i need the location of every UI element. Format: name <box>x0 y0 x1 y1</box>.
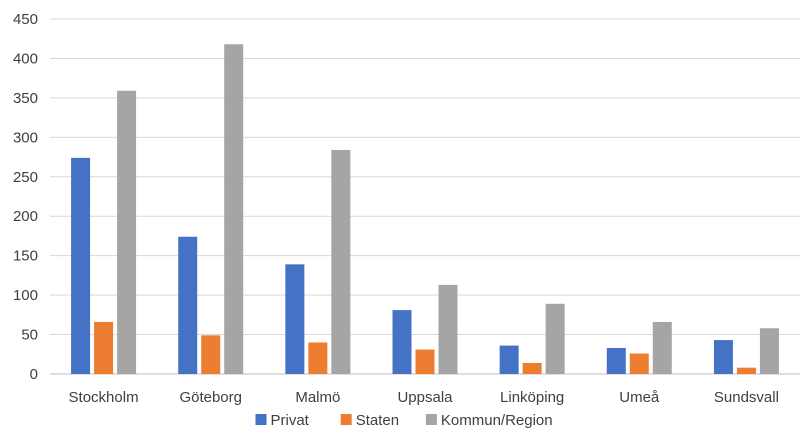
legend: Privat Staten Kommun/Region <box>255 412 553 429</box>
x-category-label: Stockholm <box>69 389 139 406</box>
bar-privat-0 <box>71 157 91 374</box>
x-category-label: Linköping <box>500 389 564 406</box>
bar-privat-2 <box>285 264 305 374</box>
y-tick-label: 300 <box>13 129 38 146</box>
y-axis-ticks: 0 50 100 150 200 250 300 350 400 450 <box>13 11 38 383</box>
y-tick-label: 200 <box>13 208 38 225</box>
bar-privat-6 <box>713 340 733 374</box>
y-tick-label: 400 <box>13 50 38 67</box>
bar-kommun-region-6 <box>759 328 779 374</box>
bar-kommun-region-0 <box>117 90 137 375</box>
bar-staten-6 <box>736 367 756 374</box>
x-category-label: Uppsala <box>397 389 453 406</box>
bar-privat-5 <box>606 347 626 374</box>
y-tick-label: 450 <box>13 11 38 28</box>
x-axis-labels: Stockholm Göteborg Malmö Uppsala Linköping Um… <box>69 389 779 406</box>
y-tick-label: 250 <box>13 169 38 186</box>
x-category-label: Sundsvall <box>714 389 779 406</box>
x-category-label: Umeå <box>619 389 660 406</box>
bar-staten-3 <box>415 349 435 374</box>
bar-staten-4 <box>522 362 542 374</box>
bar-staten-5 <box>629 353 649 374</box>
bar-staten-0 <box>94 321 114 374</box>
bar-staten-1 <box>201 335 221 374</box>
legend-label: Kommun/Region <box>441 412 553 429</box>
x-category-label: Malmö <box>295 389 340 406</box>
bar-kommun-region-4 <box>545 303 565 374</box>
y-tick-label: 100 <box>13 287 38 304</box>
bar-kommun-region-2 <box>331 149 351 374</box>
bar-privat-3 <box>392 310 412 374</box>
gridlines <box>50 18 800 375</box>
legend-swatch <box>425 414 437 425</box>
bar-kommun-region-5 <box>652 321 672 374</box>
bars-group <box>71 44 779 375</box>
bar-staten-2 <box>308 342 328 374</box>
x-category-label: Göteborg <box>179 389 242 406</box>
legend-label: Staten <box>356 412 399 429</box>
y-tick-label: 150 <box>13 248 38 265</box>
y-tick-label: 0 <box>30 366 38 383</box>
bar-kommun-region-3 <box>438 284 458 374</box>
bar-privat-4 <box>499 345 519 374</box>
y-tick-label: 50 <box>21 327 38 344</box>
legend-label: Privat <box>271 412 310 429</box>
y-tick-label: 350 <box>13 90 38 107</box>
legend-swatch <box>340 414 352 425</box>
legend-swatch <box>255 414 267 425</box>
bar-kommun-region-1 <box>224 44 244 374</box>
bar-privat-1 <box>178 236 198 374</box>
